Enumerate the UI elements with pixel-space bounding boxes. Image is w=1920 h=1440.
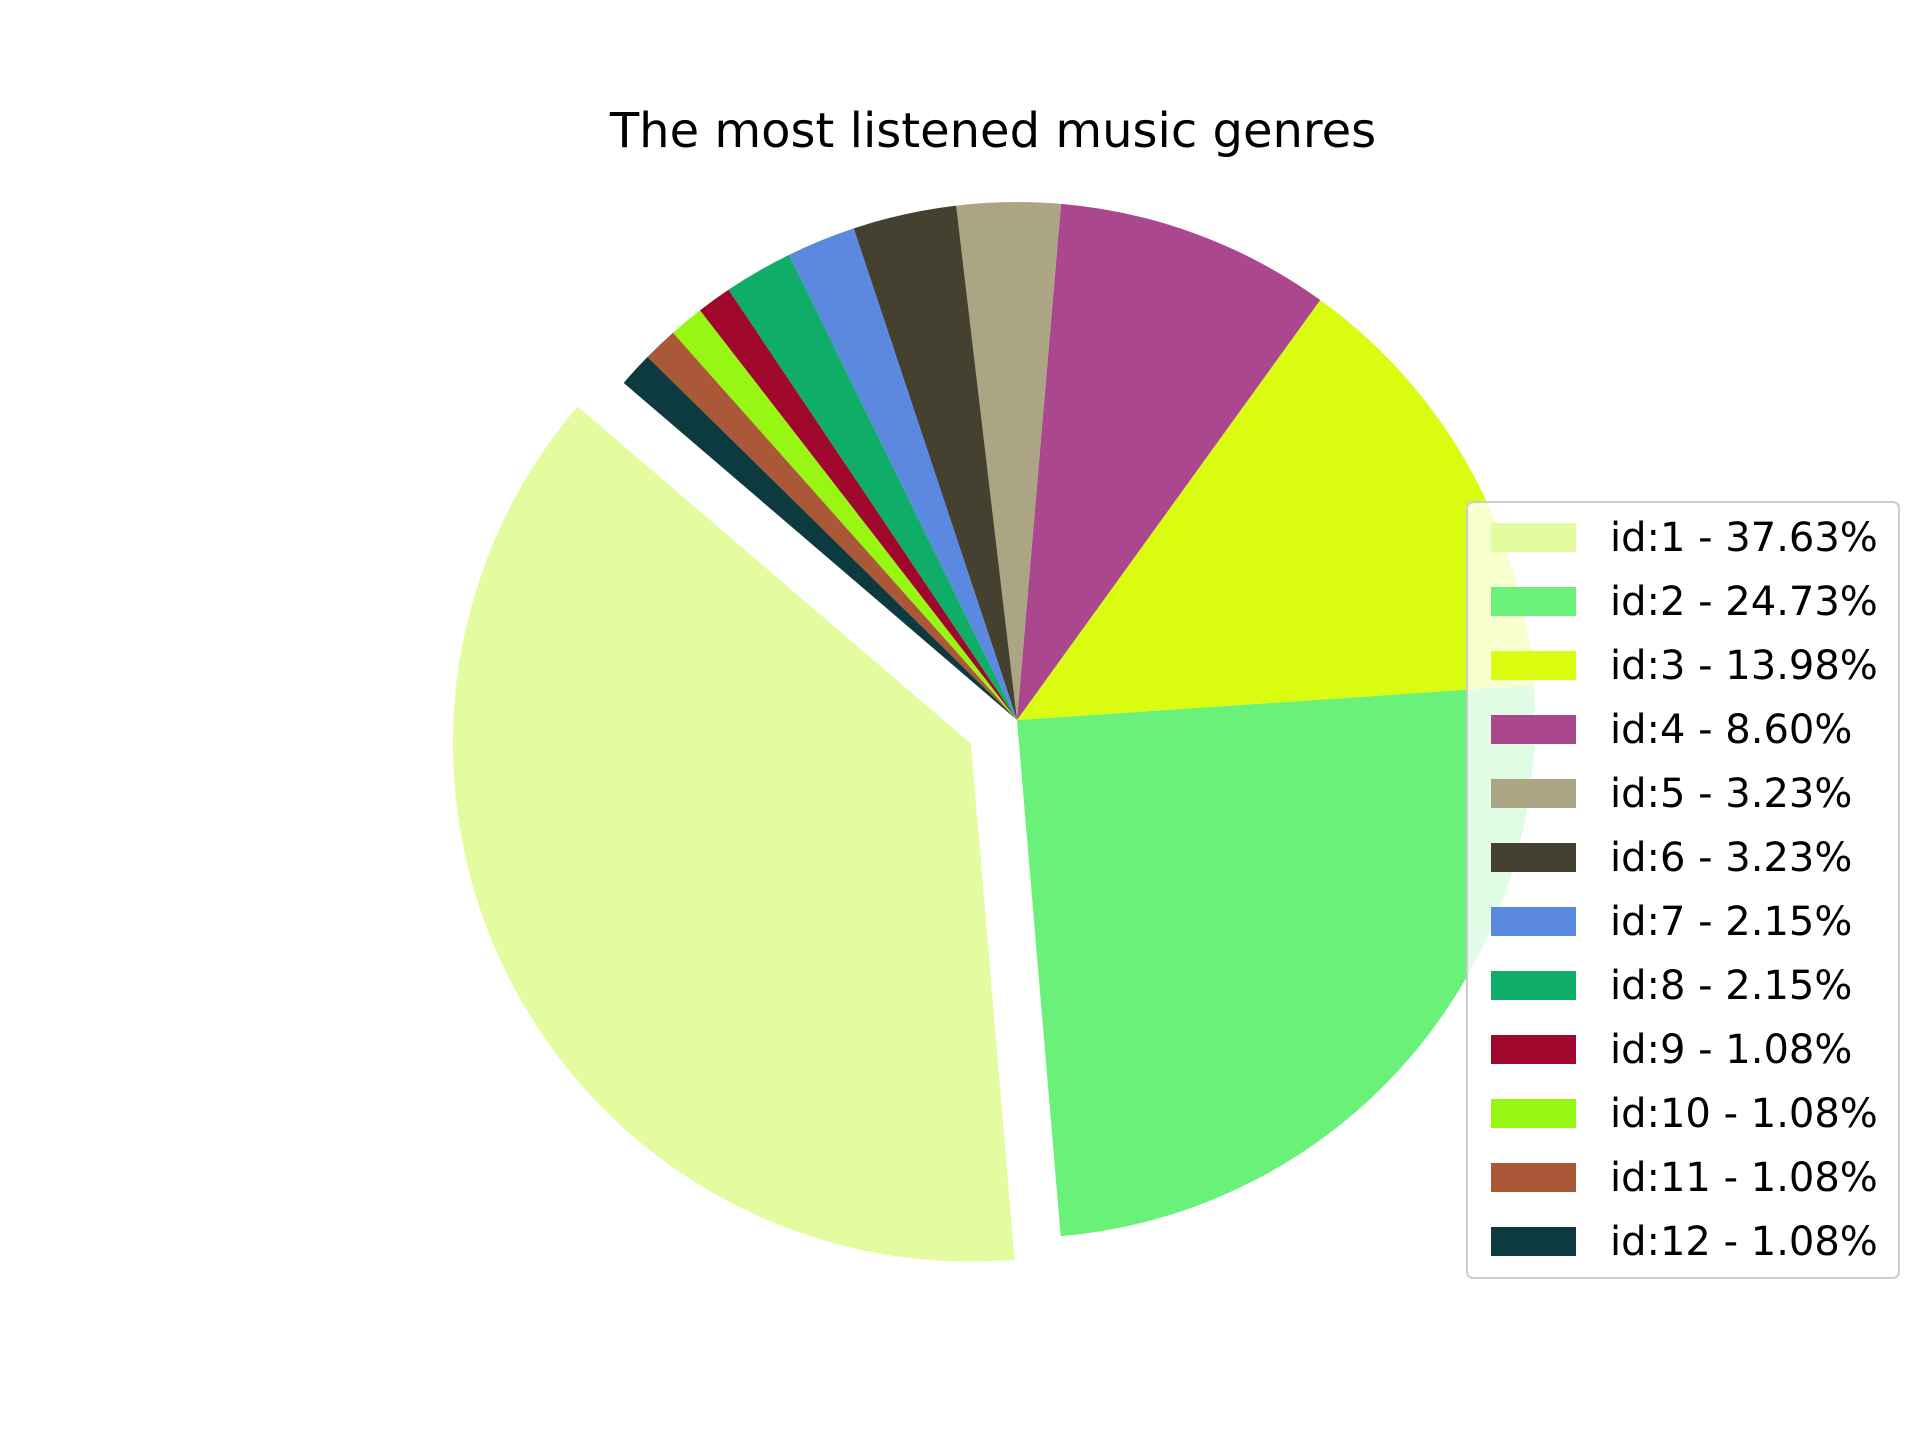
legend-swatch-4 <box>1491 715 1576 744</box>
legend-swatch-2 <box>1491 587 1576 616</box>
legend-label-7: id:7 - 2.15% <box>1610 899 1852 945</box>
legend-frame <box>1466 501 1900 1279</box>
pie-slice-2 <box>1017 685 1535 1237</box>
legend-label-5: id:5 - 3.23% <box>1610 771 1852 817</box>
legend-label-1: id:1 - 37.63% <box>1610 515 1878 561</box>
pie-slice-6 <box>853 205 1017 720</box>
legend-swatch-9 <box>1491 1035 1576 1064</box>
legend: id:1 - 37.63% id:2 - 24.73% id:3 - 13.98% i… <box>1466 501 1900 1279</box>
pie-slice-7 <box>789 228 1017 720</box>
legend-swatch-1 <box>1491 523 1576 552</box>
legend-swatch-6 <box>1491 843 1576 872</box>
legend-label-6: id:6 - 3.23% <box>1610 835 1852 881</box>
pie-slice-1 <box>452 406 1015 1262</box>
legend-label-2: id:2 - 24.73% <box>1610 579 1878 625</box>
legend-swatch-12 <box>1491 1227 1576 1256</box>
legend-items: id:1 - 37.63% id:2 - 24.73% id:3 - 13.98% i… <box>1491 515 1878 1265</box>
pie-slice-5 <box>956 202 1062 721</box>
legend-label-8: id:8 - 2.15% <box>1610 963 1852 1009</box>
legend-label-11: id:11 - 1.08% <box>1610 1155 1878 1201</box>
pie-slice-4 <box>1017 203 1321 720</box>
pie-slice-8 <box>728 254 1017 720</box>
legend-swatch-10 <box>1491 1099 1576 1128</box>
pie-slice-12 <box>623 357 1017 720</box>
legend-label-4: id:4 - 8.60% <box>1610 707 1852 753</box>
pie-slice-3 <box>1017 300 1534 720</box>
legend-label-10: id:10 - 1.08% <box>1610 1091 1878 1137</box>
legend-label-12: id:12 - 1.08% <box>1610 1219 1878 1265</box>
pie-slice-9 <box>699 289 1017 720</box>
pie-slice-10 <box>672 310 1017 720</box>
legend-swatch-7 <box>1491 907 1576 936</box>
legend-swatch-3 <box>1491 651 1576 680</box>
legend-swatch-8 <box>1491 971 1576 1000</box>
chart-title: The most listened music genres <box>609 103 1376 159</box>
legend-swatch-11 <box>1491 1163 1576 1192</box>
pie-slices <box>452 202 1535 1262</box>
pie-slice-11 <box>647 332 1017 720</box>
legend-label-9: id:9 - 1.08% <box>1610 1027 1852 1073</box>
legend-label-3: id:3 - 13.98% <box>1610 643 1878 689</box>
legend-swatch-5 <box>1491 779 1576 808</box>
